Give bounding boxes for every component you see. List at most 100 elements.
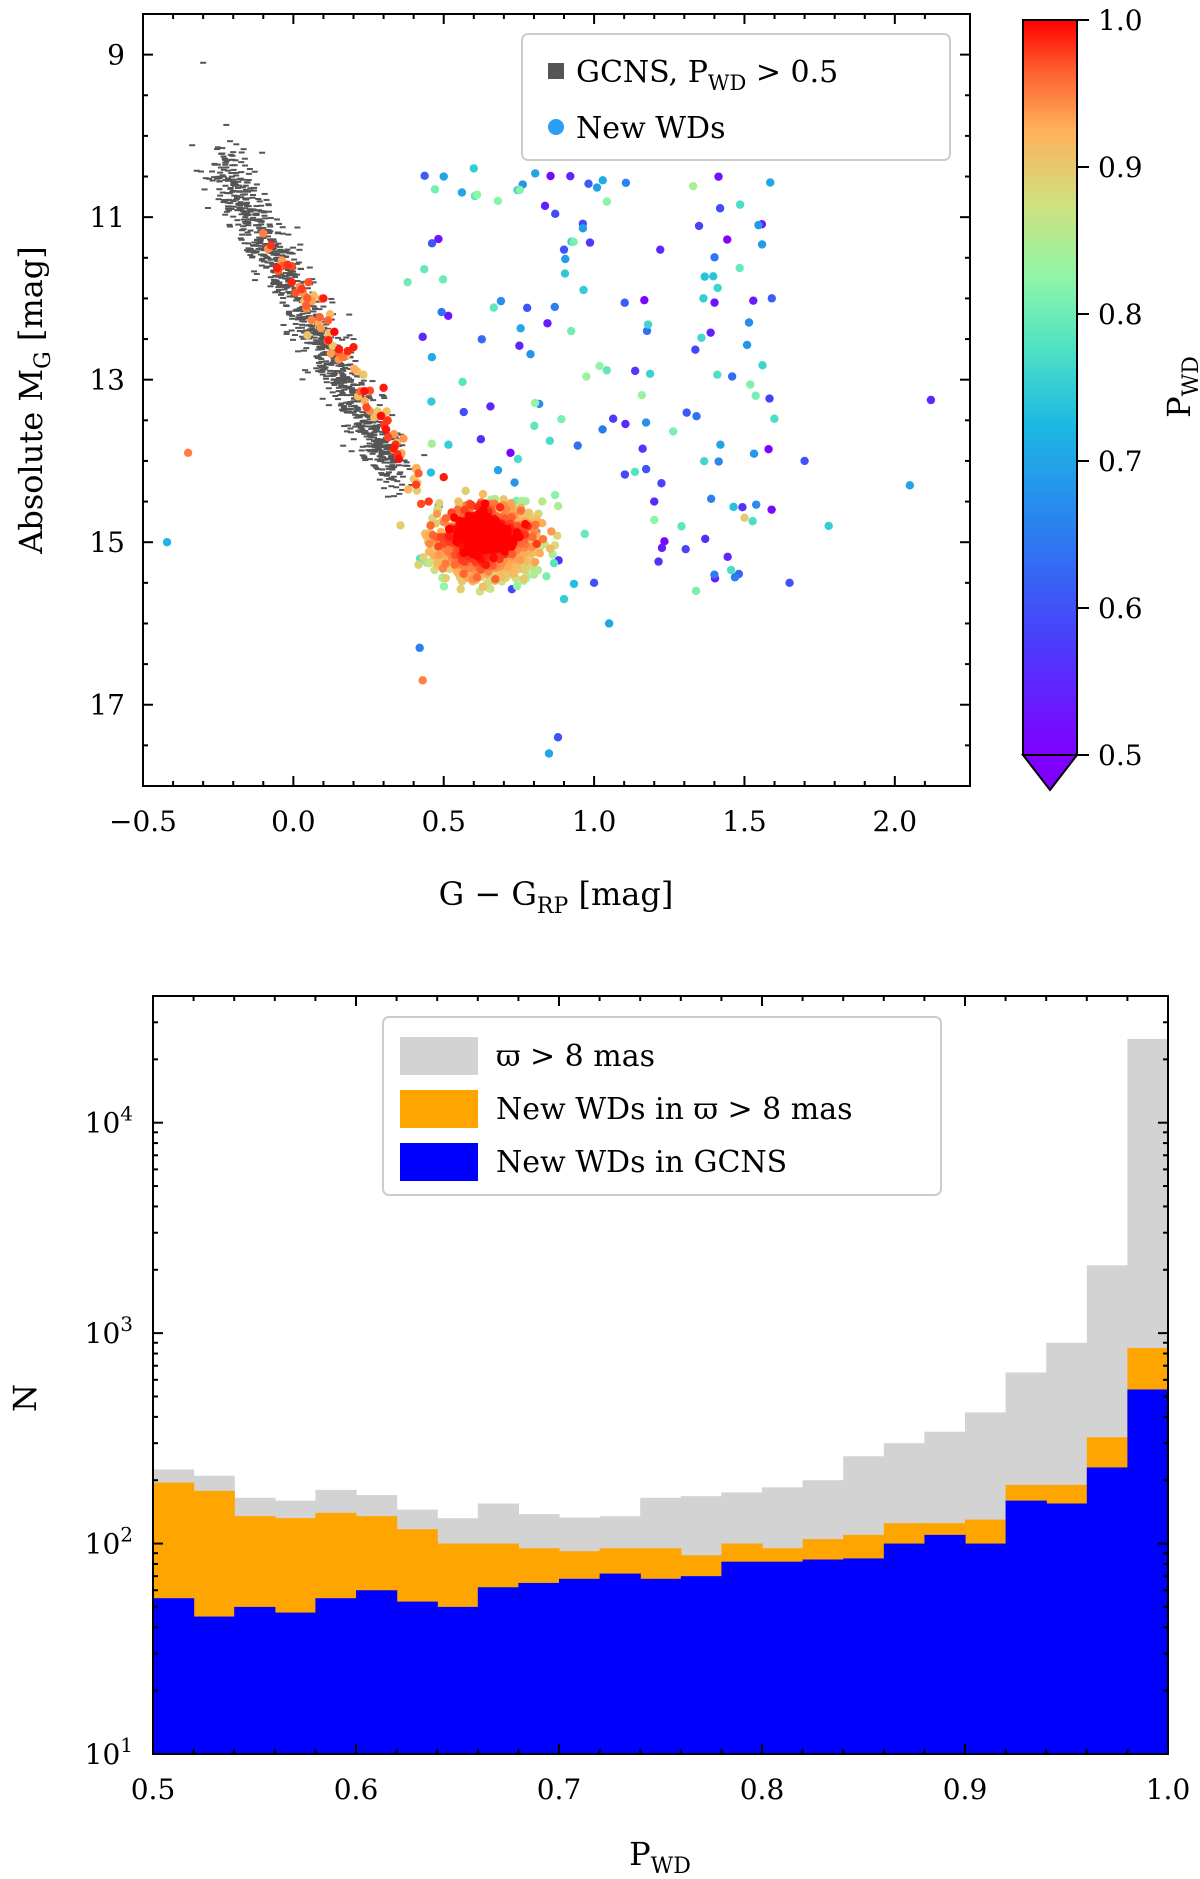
gcns-point [347, 408, 354, 411]
gcns-point [285, 312, 292, 315]
histogram-x-axis-label: PWD [629, 1835, 691, 1879]
new-wd-point [723, 235, 732, 244]
new-wd-point [657, 543, 667, 553]
gcns-point [389, 467, 396, 470]
gcns-point [357, 414, 364, 417]
new-wd-point [766, 178, 775, 187]
gcns-point [350, 400, 357, 403]
gcns-point [296, 314, 303, 317]
colorbar-extend-triangle [1020, 754, 1080, 792]
gcns-point [234, 196, 241, 199]
gcns-point [311, 336, 318, 339]
gcns-point [309, 278, 316, 281]
gcns-point [348, 378, 355, 381]
gcns-point [399, 483, 406, 486]
gcns-point [408, 484, 415, 487]
new-wd-point [522, 303, 532, 313]
new-wd-point [502, 504, 511, 514]
gcns-point [370, 399, 377, 402]
gcns-point [226, 178, 233, 181]
gcns-point [304, 371, 311, 374]
new-wd-point [569, 579, 579, 589]
gcns-point [386, 443, 393, 446]
gcns-point [335, 386, 342, 389]
gcns-point [379, 468, 386, 471]
new-wd-point [435, 499, 444, 508]
new-wd-point [479, 511, 488, 521]
gcns-point [301, 349, 308, 352]
legend-label-new-wd-gcns: New WDs in GCNS [496, 1145, 787, 1180]
gcns-point [214, 148, 221, 151]
gcns-point [381, 458, 388, 461]
new-wd-point [621, 178, 631, 187]
hist-bar-new-wd-gcns [721, 1561, 763, 1754]
gcns-point [282, 272, 289, 275]
gcns-point [371, 439, 378, 442]
gcns-point [406, 468, 413, 471]
gcns-point [286, 251, 293, 254]
gcns-point [239, 186, 246, 189]
new-wd-point [714, 172, 723, 181]
pwd-histogram-chart: 0.5 0.6 0.7 0.8 0.9 1.0 101 102 103 104 PWD N ϖ … [6, 995, 1190, 1879]
new-wd-point [427, 353, 437, 362]
gcns-point [241, 210, 248, 213]
x-tick-label: 0.6 [334, 1773, 379, 1806]
hist-bar-new-wd-gcns [437, 1606, 479, 1754]
gcns-point [367, 450, 374, 453]
gcns-point [229, 164, 236, 167]
new-wd-point [727, 372, 737, 381]
gcns-point [253, 272, 260, 275]
x-tick-label: 1.0 [572, 805, 617, 838]
new-wd-point [473, 552, 482, 561]
gcns-point [286, 295, 293, 298]
gcns-point [293, 308, 300, 311]
gcns-point [247, 187, 254, 190]
gcns-point [385, 450, 392, 453]
gcns-point [313, 367, 320, 370]
gcns-point [304, 287, 311, 290]
gcns-point [223, 192, 230, 195]
colorbar-tick-label: 0.6 [1098, 592, 1143, 625]
gcns-point [280, 284, 287, 287]
gcns-point [303, 347, 310, 350]
gcns-point [237, 177, 244, 180]
gcns-point [312, 314, 319, 317]
gcns-point [361, 457, 368, 460]
hist-bar-new-wd-gcns [1005, 1500, 1047, 1754]
new-wd-point [496, 296, 506, 306]
gcns-point [285, 268, 292, 271]
gcns-point [236, 190, 243, 193]
gcns-point [237, 201, 244, 204]
new-wd-point [800, 456, 809, 466]
new-wd-point [754, 220, 763, 230]
gcns-point [299, 312, 306, 315]
gcns-point [289, 338, 296, 341]
gcns-point [361, 432, 368, 435]
gcns-point [234, 219, 241, 222]
gcns-point [317, 343, 324, 346]
gcns-point [385, 465, 392, 468]
histogram-y-axis-label: N [6, 1384, 44, 1412]
gcns-point [344, 376, 351, 379]
gcns-point [319, 370, 326, 373]
new-wd-point [691, 345, 700, 354]
gcns-point [200, 61, 207, 64]
new-wd-point [403, 277, 412, 287]
gcns-point [230, 200, 237, 203]
gcns-point [372, 424, 379, 427]
gcns-point [318, 360, 325, 363]
gcns-point [325, 404, 332, 407]
gcns-point [263, 266, 270, 269]
new-wd-points-layer [162, 164, 936, 758]
gcns-point [321, 368, 328, 371]
gcns-point [373, 428, 380, 431]
gcns-point [352, 391, 359, 394]
new-wd-point [328, 341, 337, 351]
new-wd-point [547, 527, 556, 536]
legend-gcns-label: GCNS, PWD > 0.5 [576, 55, 838, 95]
gcns-point [353, 416, 360, 419]
gcns-point [379, 473, 386, 476]
new-wd-point [682, 408, 691, 417]
gcns-point [255, 197, 262, 200]
new-wd-point [589, 578, 599, 588]
